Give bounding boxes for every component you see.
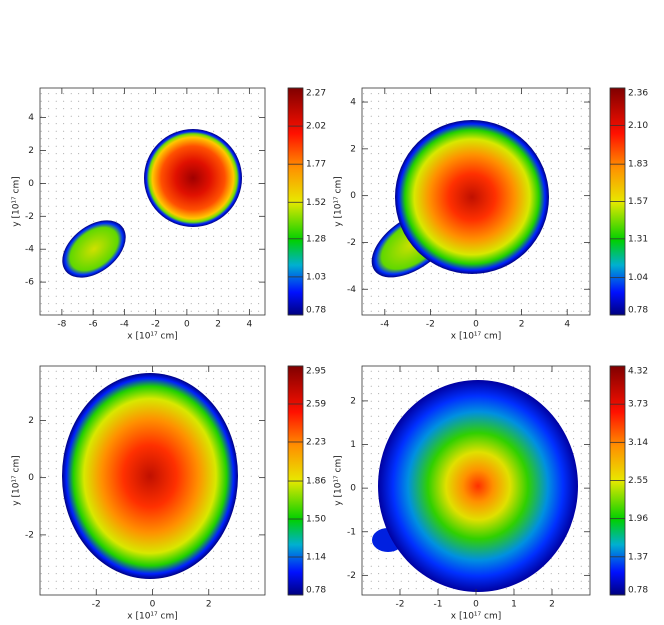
colorbar-tick-label: 1.03 [306,272,326,282]
y-axis-label: y [10¹⁷ cm] [12,176,22,226]
x-tick-label: 2 [519,320,525,330]
x-tick-label: -2 [426,320,435,330]
density-maps [62,120,578,592]
x-tick-label: 0 [150,600,156,610]
colorbar-tick-label: 1.37 [628,552,648,562]
colorbar-tick-label: 1.86 [306,477,326,487]
y-tick-label: 0 [28,179,34,189]
colorbar-tick-label: 2.27 [306,89,326,99]
colorbar-tick-label: 2.36 [628,89,648,99]
colorbar-tick-label: 1.96 [628,514,648,524]
colorbar [287,87,304,316]
colorbar-tick-label: 2.59 [306,399,326,409]
x-axis-label: x [10¹⁷ cm] [127,612,177,622]
y-tick-label: 1 [350,440,356,450]
colorbar-tick-label: 0.78 [628,586,648,596]
colorbar-tick-label: 0.78 [306,586,326,596]
y-tick-label: -6 [25,278,34,288]
x-tick-label: 0 [473,320,479,330]
y-axis-label: y [10¹⁷ cm] [334,176,344,226]
x-axis-label: x [10¹⁷ cm] [451,332,501,342]
colorbar-tick-label: 1.50 [306,515,326,525]
x-tick-label: 4 [247,320,253,330]
x-tick-label: -4 [120,320,129,330]
y-axis-label: y [10¹⁷ cm] [12,455,22,505]
colorbar-tick-label: 1.52 [306,198,326,208]
y-tick-label: 2 [28,146,34,156]
x-tick-label: 0 [184,320,190,330]
x-tick-label: 4 [564,320,570,330]
x-tick-label: -8 [57,320,66,330]
colorbar-tick-label: 3.73 [628,400,648,410]
y-tick-label: -2 [347,571,356,581]
x-axis-label: x [10¹⁷ cm] [127,332,177,342]
y-tick-label: -4 [347,285,356,295]
y-tick-label: 0 [28,473,34,483]
colorbar-tick-label: 1.28 [306,234,326,244]
y-tick-label: -2 [25,212,34,222]
x-tick-label: -6 [89,320,98,330]
y-tick-label: 2 [350,396,356,406]
colorbar-tick-label: 0.78 [306,306,326,316]
y-tick-label: 2 [350,144,356,154]
y-tick-label: -1 [347,527,356,537]
y-tick-label: -2 [347,238,356,248]
y-tick-label: 0 [350,484,356,494]
colorbar-tick-label: 2.23 [306,437,326,447]
y-tick-label: 0 [350,191,356,201]
y-tick-label: -4 [25,245,34,255]
y-axis-label: y [10¹⁷ cm] [334,455,344,505]
x-tick-label: -4 [380,320,389,330]
y-tick-label: 2 [28,416,34,426]
x-axis-label: x [10¹⁷ cm] [451,612,501,622]
y-tick-label: 4 [350,98,356,108]
colorbar-tick-label: 1.04 [628,273,648,283]
x-tick-label: 0 [473,600,479,610]
colorbar-tick-label: 1.31 [628,234,648,244]
colorbar-tick-label: 4.32 [628,367,648,377]
x-tick-label: -2 [396,600,405,610]
x-tick-label: 2 [215,320,221,330]
colorbar-tick-label: 2.55 [628,476,648,486]
colorbar-tick-label: 1.77 [306,160,326,170]
colorbar-tick-label: 0.78 [628,306,648,316]
axes-frame [39,87,266,316]
colorbar [287,365,304,596]
colorbar-tick-label: 1.57 [628,197,648,207]
x-tick-label: 2 [206,600,212,610]
colorbar-tick-label: 1.83 [628,160,648,170]
colorbar-tick-label: 1.14 [306,553,326,563]
x-tick-label: -2 [151,320,160,330]
x-tick-label: -2 [92,600,101,610]
y-tick-label: -2 [25,530,34,540]
x-tick-label: 1 [511,600,517,610]
x-tick-label: 2 [549,600,555,610]
colorbar-tick-label: 2.02 [306,122,326,132]
x-tick-label: -1 [434,600,443,610]
colorbar-tick-label: 2.95 [306,367,326,377]
y-tick-label: 4 [28,113,34,123]
colorbar-tick-label: 3.14 [628,438,648,448]
colorbar-tick-label: 2.10 [628,121,648,131]
